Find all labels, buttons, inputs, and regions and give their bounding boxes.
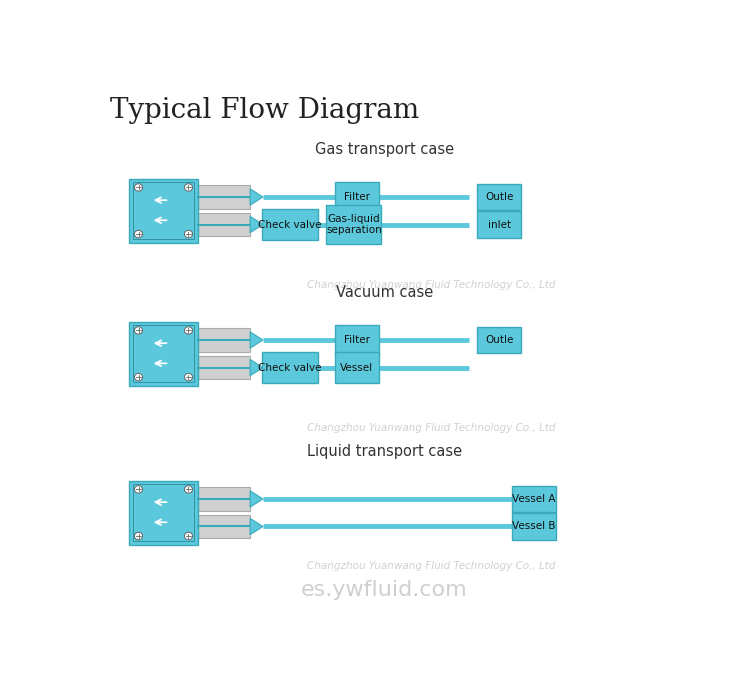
Text: Vacuum case: Vacuum case bbox=[336, 286, 433, 301]
Text: Filter: Filter bbox=[344, 192, 370, 202]
Circle shape bbox=[134, 486, 142, 493]
Circle shape bbox=[184, 184, 193, 191]
Text: Outle: Outle bbox=[485, 192, 513, 202]
Text: Vessel B: Vessel B bbox=[512, 522, 556, 532]
Circle shape bbox=[134, 533, 142, 540]
FancyBboxPatch shape bbox=[198, 515, 250, 538]
FancyBboxPatch shape bbox=[335, 352, 379, 383]
FancyBboxPatch shape bbox=[198, 328, 250, 352]
Text: Check valve: Check valve bbox=[258, 219, 322, 230]
Polygon shape bbox=[250, 518, 263, 535]
Circle shape bbox=[134, 327, 142, 334]
Text: Liquid transport case: Liquid transport case bbox=[307, 444, 462, 460]
Polygon shape bbox=[250, 359, 263, 376]
FancyBboxPatch shape bbox=[129, 322, 198, 385]
Text: inlet: inlet bbox=[488, 219, 511, 230]
FancyBboxPatch shape bbox=[198, 487, 250, 510]
Text: Typical Flow Diagram: Typical Flow Diagram bbox=[110, 98, 419, 125]
FancyBboxPatch shape bbox=[512, 513, 556, 540]
FancyBboxPatch shape bbox=[198, 185, 250, 208]
FancyBboxPatch shape bbox=[129, 481, 198, 544]
Circle shape bbox=[184, 486, 193, 493]
Text: Changzhou Yuanwang Fluid Technology Co., Ltd: Changzhou Yuanwang Fluid Technology Co.,… bbox=[307, 561, 555, 571]
FancyBboxPatch shape bbox=[198, 356, 250, 379]
Text: Outle: Outle bbox=[485, 335, 513, 345]
Text: Vessel A: Vessel A bbox=[512, 494, 556, 504]
FancyBboxPatch shape bbox=[198, 213, 250, 236]
Polygon shape bbox=[250, 491, 263, 507]
Text: Check valve: Check valve bbox=[258, 363, 322, 373]
Circle shape bbox=[184, 374, 193, 381]
Text: Changzhou Yuanwang Fluid Technology Co., Ltd: Changzhou Yuanwang Fluid Technology Co.,… bbox=[307, 280, 555, 290]
Circle shape bbox=[134, 184, 142, 191]
FancyBboxPatch shape bbox=[335, 325, 379, 356]
Text: Gas transport case: Gas transport case bbox=[315, 142, 454, 158]
Text: Filter: Filter bbox=[344, 335, 370, 345]
Polygon shape bbox=[250, 189, 263, 205]
Text: es.ywfluid.com: es.ywfluid.com bbox=[301, 580, 468, 600]
Circle shape bbox=[184, 533, 193, 540]
Circle shape bbox=[184, 230, 193, 238]
Circle shape bbox=[134, 230, 142, 238]
FancyBboxPatch shape bbox=[512, 486, 556, 512]
FancyBboxPatch shape bbox=[335, 182, 379, 213]
FancyBboxPatch shape bbox=[262, 209, 317, 240]
Polygon shape bbox=[250, 217, 263, 233]
FancyBboxPatch shape bbox=[477, 327, 521, 353]
Polygon shape bbox=[250, 332, 263, 348]
Text: Changzhou Yuanwang Fluid Technology Co., Ltd: Changzhou Yuanwang Fluid Technology Co.,… bbox=[307, 423, 555, 433]
Text: Vessel: Vessel bbox=[340, 363, 374, 373]
FancyBboxPatch shape bbox=[477, 184, 521, 211]
FancyBboxPatch shape bbox=[326, 204, 382, 244]
FancyBboxPatch shape bbox=[477, 211, 521, 238]
FancyBboxPatch shape bbox=[129, 179, 198, 243]
FancyBboxPatch shape bbox=[262, 352, 317, 383]
Circle shape bbox=[134, 374, 142, 381]
Text: Gas-liquid
separation: Gas-liquid separation bbox=[326, 214, 382, 235]
Circle shape bbox=[184, 327, 193, 334]
